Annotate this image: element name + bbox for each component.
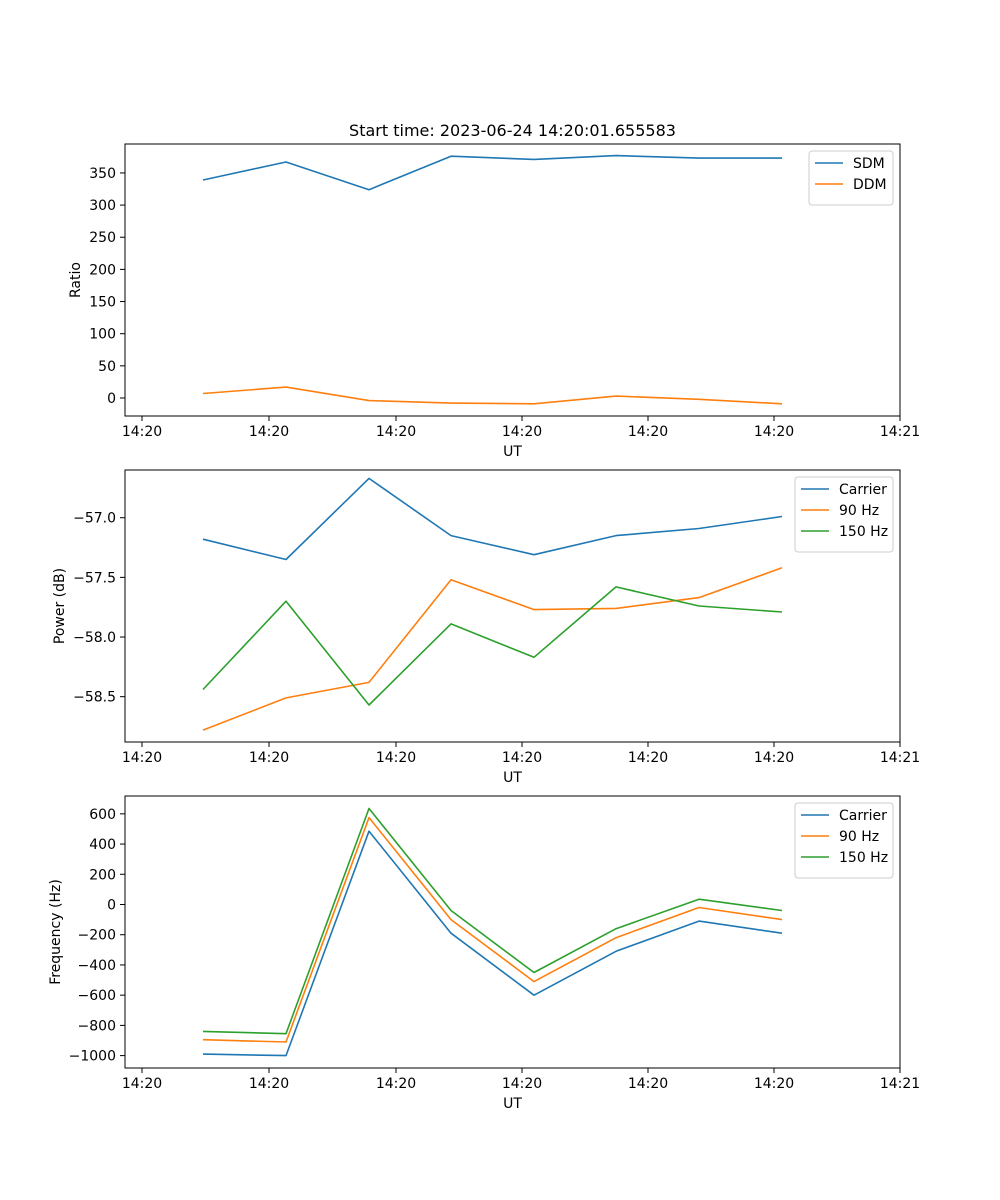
series-line-ddm — [202, 386, 783, 405]
y-tick-label: −58.5 — [73, 690, 116, 706]
y-tick-label: −800 — [78, 1018, 116, 1034]
legend-box — [794, 476, 894, 553]
legend-label: Carrier — [839, 482, 887, 498]
x-tick-label: 14:20 — [754, 1076, 794, 1092]
x-tick-label: 14:20 — [502, 750, 542, 766]
x-tick-label: 14:20 — [122, 1076, 162, 1092]
axes-frame — [124, 143, 901, 417]
legend-box — [794, 802, 894, 879]
y-tick-label: 600 — [89, 807, 116, 823]
legend: Carrier 90 Hz 150 Hz — [794, 476, 894, 553]
x-tick-label: 14:20 — [376, 424, 416, 440]
legend-label: Carrier — [839, 808, 887, 824]
legend-label: 150 Hz — [839, 524, 888, 540]
y-axis-label: Ratio — [68, 262, 84, 298]
y-tick-label: −57.5 — [73, 570, 116, 586]
legend-label: 90 Hz — [839, 829, 879, 845]
x-tick-label: 14:20 — [376, 750, 416, 766]
chart-panel-1: Start time: 2023-06-24 14:20:01.655583 14… — [68, 121, 920, 460]
x-axis-label: UT — [503, 444, 522, 460]
chart-panel-2: 14:20 14:20 14:20 14:20 14:20 14:20 14:21 UT −58… — [52, 469, 920, 786]
series-line-150-hz — [202, 586, 783, 706]
y-tick-label: 0 — [107, 391, 116, 407]
legend-label: 150 Hz — [839, 850, 888, 866]
y-tick-label: −600 — [78, 988, 116, 1004]
x-tick-label: 14:20 — [628, 1076, 668, 1092]
legend-label: SDM — [853, 156, 885, 172]
axes-frame — [124, 469, 901, 743]
x-tick-label: 14:20 — [376, 1076, 416, 1092]
y-tick-label: −58.0 — [73, 630, 116, 646]
legend-label: 90 Hz — [839, 503, 879, 519]
series-line-carrier — [202, 477, 783, 561]
y-tick-label: −200 — [78, 928, 116, 944]
x-tick-label: 14:20 — [249, 1076, 289, 1092]
x-axis-label: UT — [503, 770, 522, 786]
y-axis-label: Frequency (Hz) — [48, 879, 64, 985]
y-tick-label: 250 — [89, 230, 116, 246]
x-tick-label: 14:21 — [880, 1076, 920, 1092]
x-tick-label: 14:20 — [502, 424, 542, 440]
x-tick-label: 14:20 — [754, 750, 794, 766]
series-line-150-hz — [202, 807, 783, 1035]
y-tick-label: −1000 — [69, 1049, 116, 1065]
y-tick-label: −400 — [78, 958, 116, 974]
y-tick-label: 0 — [107, 897, 116, 913]
y-axis-label: Power (dB) — [52, 568, 68, 644]
chart-title: Start time: 2023-06-24 14:20:01.655583 — [349, 121, 676, 140]
x-tick-label: 14:20 — [754, 424, 794, 440]
series-line-sdm — [202, 154, 782, 191]
x-tick-label: 14:20 — [122, 424, 162, 440]
x-tick-label: 14:21 — [880, 424, 920, 440]
axes-frame — [124, 795, 901, 1069]
legend-label: DDM — [853, 177, 887, 193]
y-tick-label: 200 — [89, 867, 116, 883]
y-tick-label: 300 — [89, 198, 116, 214]
y-tick-label: 100 — [89, 327, 116, 343]
x-tick-label: 14:20 — [249, 750, 289, 766]
x-tick-label: 14:20 — [628, 750, 668, 766]
x-tick-label: 14:20 — [249, 424, 289, 440]
x-tick-label: 14:20 — [628, 424, 668, 440]
legend: Carrier 90 Hz 150 Hz — [794, 802, 894, 879]
x-tick-label: 14:20 — [122, 750, 162, 766]
y-tick-label: 150 — [89, 295, 116, 311]
y-tick-label: 200 — [89, 262, 116, 278]
legend: SDM DDM — [808, 150, 894, 206]
y-tick-label: 50 — [98, 359, 116, 375]
series-line-carrier — [202, 830, 783, 1057]
series-line-90-hz — [202, 816, 783, 1043]
x-axis-label: UT — [503, 1096, 522, 1112]
legend-box — [808, 150, 894, 206]
y-tick-label: −57.0 — [73, 511, 116, 527]
chart-panel-3: 14:20 14:20 14:20 14:20 14:20 14:20 14:21 UT −10… — [48, 795, 920, 1112]
x-tick-label: 14:21 — [880, 750, 920, 766]
y-tick-label: 350 — [89, 166, 116, 182]
x-tick-label: 14:20 — [502, 1076, 542, 1092]
y-tick-label: 400 — [89, 837, 116, 853]
series-line-90-hz — [202, 567, 783, 731]
